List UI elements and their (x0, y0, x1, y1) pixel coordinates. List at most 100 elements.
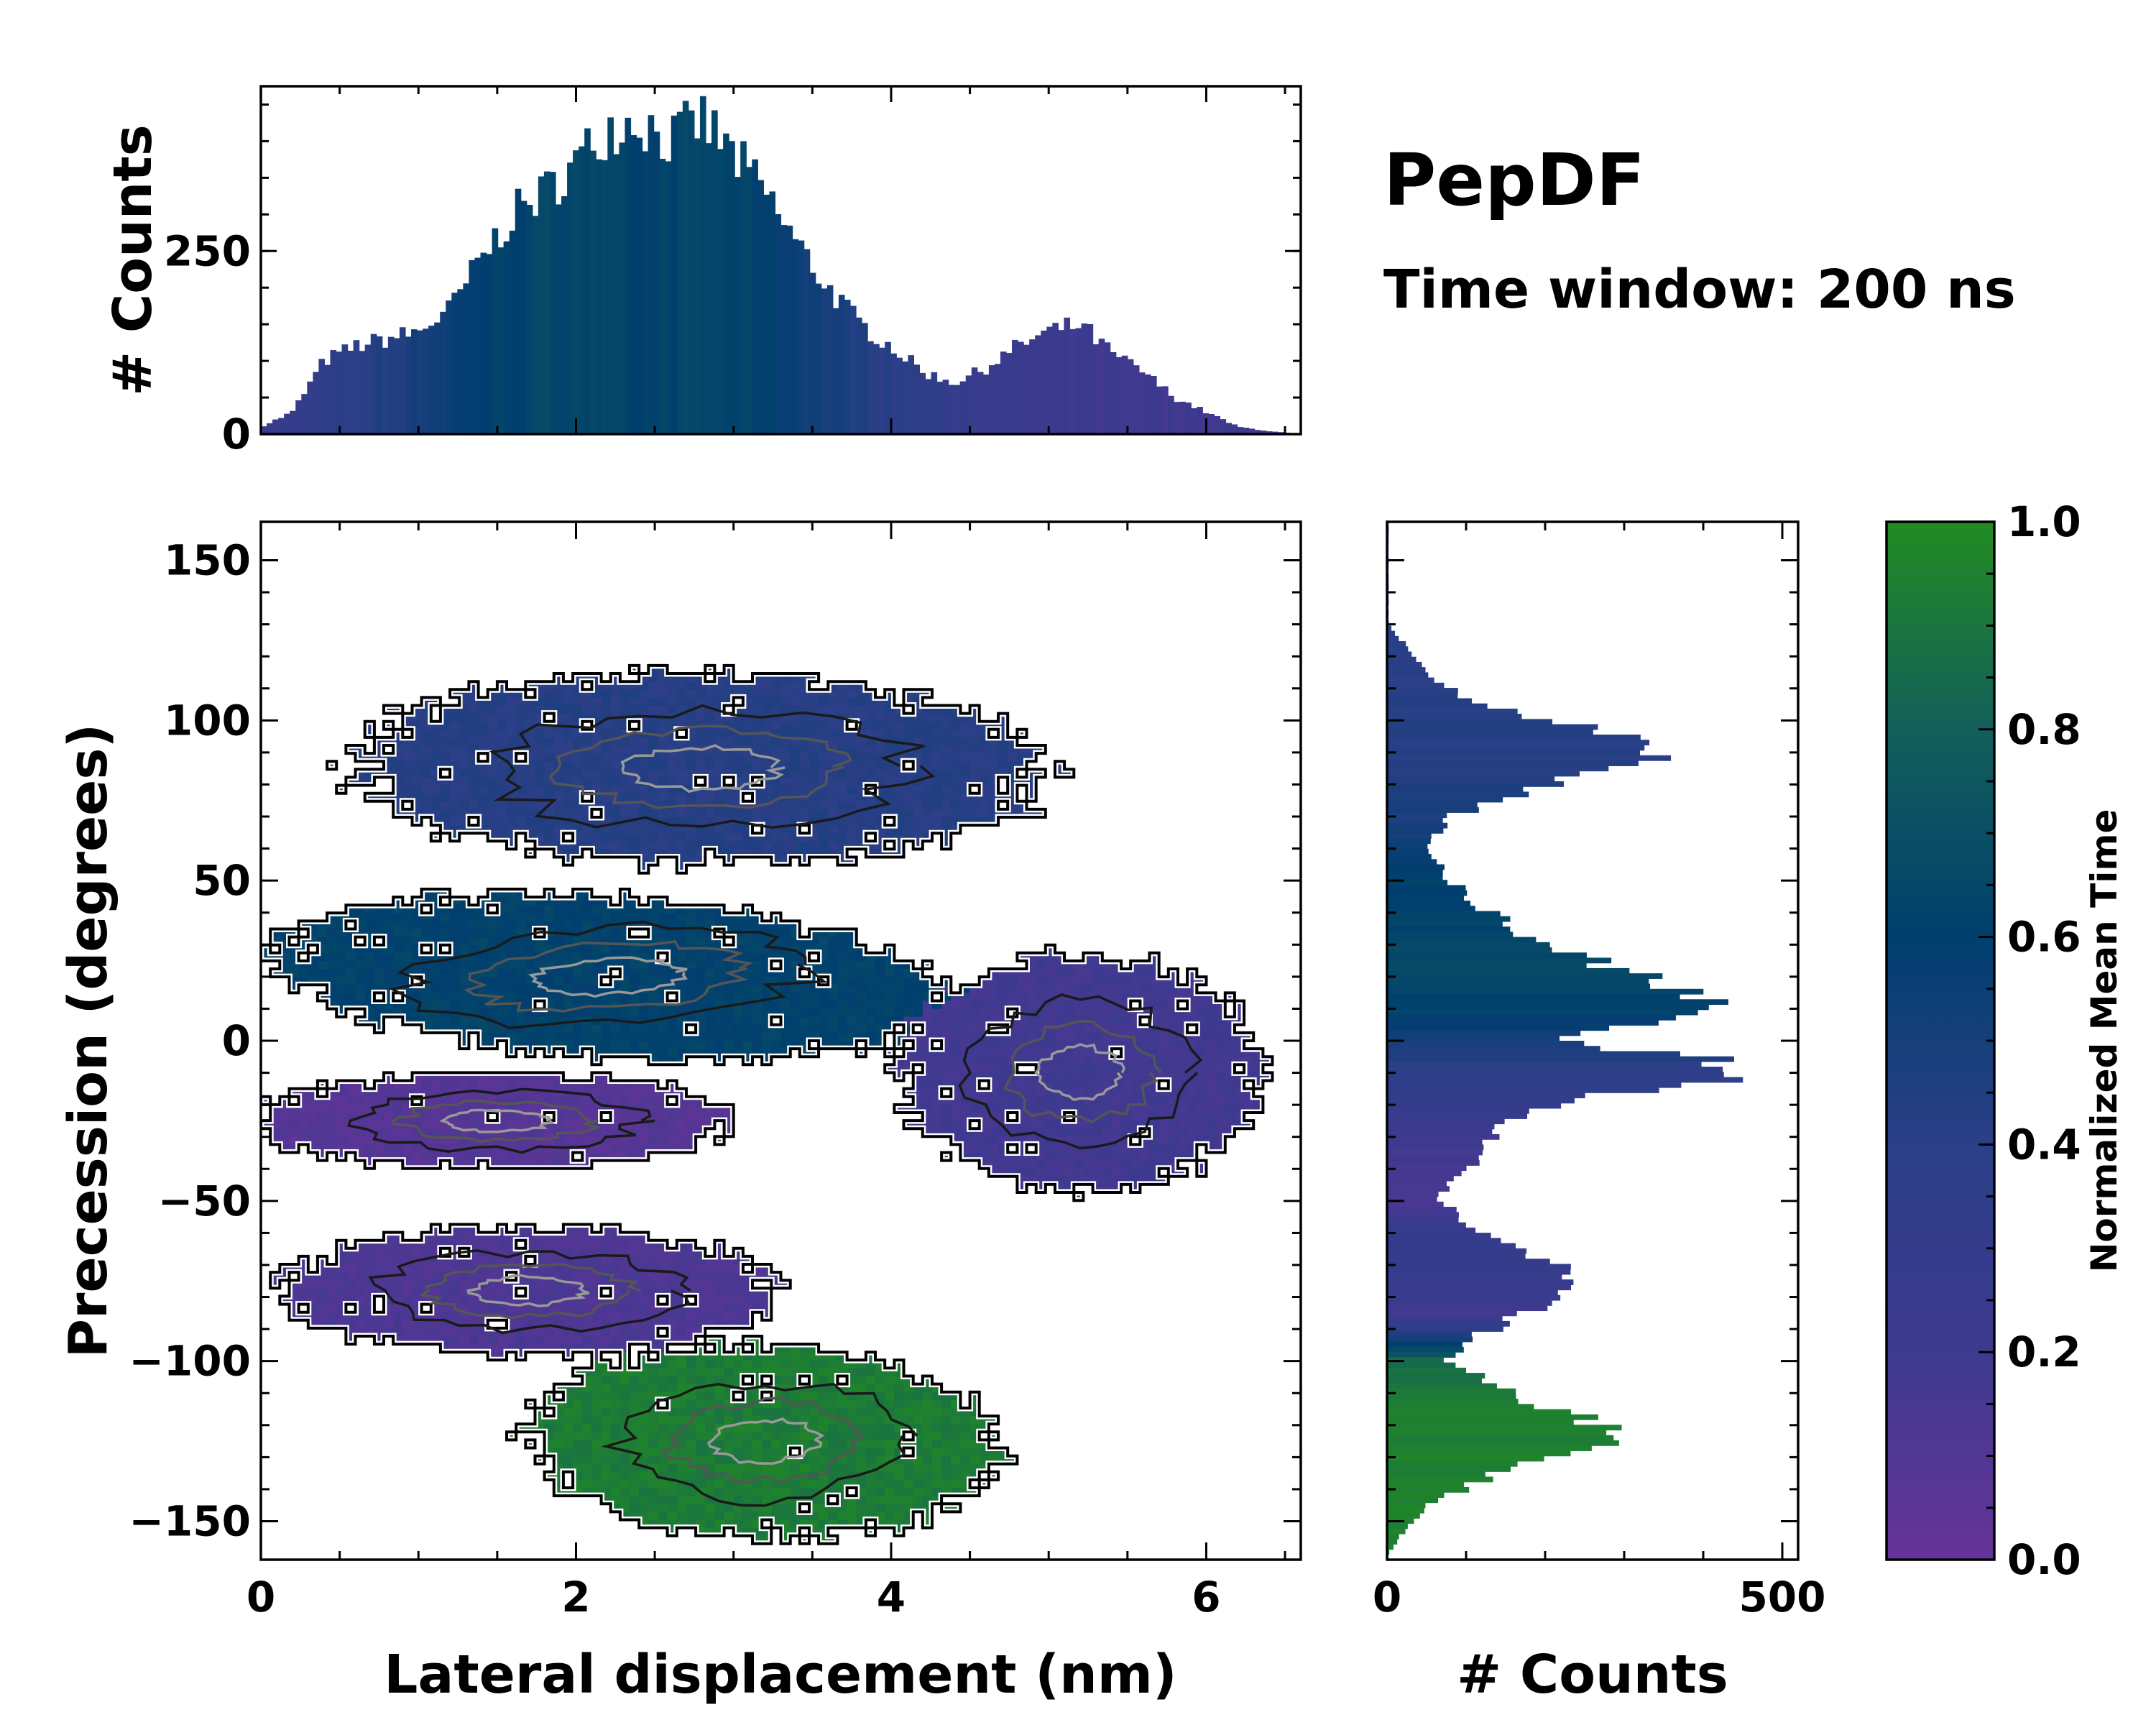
heatmap-cell (819, 993, 829, 1002)
heatmap-cell (771, 944, 782, 954)
heatmap-cell (658, 737, 668, 746)
heatmap-cell (960, 793, 971, 802)
heatmap-cell (752, 913, 763, 922)
heatmap-cell (573, 1104, 583, 1113)
heatmap-cell (459, 697, 470, 707)
heatmap-cell (1197, 1024, 1207, 1034)
heatmap-cell (922, 993, 933, 1002)
heatmap-cell (1083, 1136, 1094, 1146)
heatmap-cell (951, 721, 962, 730)
heatmap-cell (610, 1144, 621, 1154)
heatmap-cell (289, 960, 300, 970)
heatmap-cell (903, 833, 914, 842)
heatmap-cell (913, 985, 923, 994)
heatmap-cell (790, 1032, 801, 1041)
heatmap-cell (771, 857, 782, 866)
top-hist-bar (272, 419, 279, 434)
heatmap-cell (601, 985, 612, 994)
heatmap-cell (686, 825, 696, 834)
heatmap-cell (516, 1088, 527, 1098)
heatmap-cell (308, 977, 318, 985)
heatmap-cell (1158, 1160, 1169, 1169)
heatmap-cell (705, 816, 716, 826)
heatmap-cell (364, 1160, 375, 1169)
heatmap-cell (1036, 1088, 1046, 1098)
heatmap-cell (563, 1288, 573, 1297)
heatmap-cell (676, 681, 687, 690)
heatmap-cell (374, 793, 384, 802)
heatmap-cell (922, 1049, 933, 1057)
heatmap-cell (1008, 1128, 1018, 1137)
heatmap-cell (658, 944, 668, 954)
heatmap-cell (865, 1032, 876, 1041)
heatmap-cell (507, 888, 517, 898)
heatmap-cell (336, 960, 347, 970)
heatmap-cell (724, 1016, 734, 1026)
heatmap-cell (658, 1248, 668, 1257)
heatmap-cell (941, 1407, 952, 1417)
heatmap-cell (742, 985, 753, 994)
heatmap-cell (658, 816, 668, 826)
heatmap-cell (421, 729, 432, 738)
heatmap-cell (582, 737, 593, 746)
heatmap-cell (1168, 977, 1179, 985)
heatmap-cell (582, 1160, 593, 1169)
heatmap-cell (705, 745, 716, 754)
heatmap-cell (402, 1240, 413, 1249)
heatmap-cell (619, 1096, 630, 1105)
heatmap-cell (998, 1144, 1008, 1154)
heatmap-cell (364, 1304, 375, 1313)
heatmap-cell (610, 833, 621, 842)
top-hist-bar (809, 272, 816, 434)
heatmap-cell (507, 1104, 517, 1113)
heatmap-cell (610, 809, 621, 818)
heatmap-cell (1102, 1128, 1112, 1137)
heatmap-cell (828, 841, 839, 850)
heatmap-cell (487, 753, 498, 762)
heatmap-cell (808, 825, 819, 834)
heatmap-cell (478, 1121, 489, 1129)
heatmap-cell (563, 1041, 573, 1049)
heatmap-cell (1064, 1008, 1074, 1018)
heatmap-cell (705, 777, 716, 786)
heatmap-cell (393, 1152, 404, 1162)
heatmap-cell (610, 937, 621, 946)
heatmap-cell (402, 1144, 413, 1154)
heatmap-cell (563, 697, 573, 707)
heatmap-cell (1074, 1000, 1084, 1010)
heatmap-cell (402, 985, 413, 994)
heatmap-cell (374, 769, 384, 778)
heatmap-cell (960, 1016, 971, 1026)
heatmap-cell (1111, 1072, 1122, 1082)
heatmap-cell (573, 1344, 583, 1353)
heatmap-cell (733, 681, 744, 690)
heatmap-cell (525, 1016, 536, 1026)
heatmap-cell (308, 952, 318, 962)
heatmap-cell (412, 1296, 423, 1305)
heatmap-cell (591, 689, 602, 699)
heatmap-cell (903, 689, 914, 699)
heatmap-cell (573, 1384, 583, 1393)
heatmap-cell (828, 1024, 839, 1034)
heatmap-cell (497, 1024, 507, 1034)
heatmap-cell (1008, 753, 1018, 762)
heatmap-cell (364, 1016, 375, 1026)
heatmap-cell (1121, 1176, 1131, 1185)
heatmap-cell (724, 1399, 734, 1409)
heatmap-cell (724, 1256, 734, 1265)
heatmap-cell (364, 1008, 375, 1018)
heatmap-cell (364, 937, 375, 946)
heatmap-cell (582, 1096, 593, 1105)
heatmap-cell (516, 721, 527, 730)
heatmap-cell (913, 713, 923, 722)
heatmap-cell (591, 1416, 602, 1425)
heatmap-cell (931, 777, 942, 786)
heatmap-cell (1140, 1136, 1151, 1146)
heatmap-cell (487, 1121, 498, 1129)
heatmap-cell (742, 697, 753, 707)
top-hist-bar (1156, 386, 1163, 434)
heatmap-cell (676, 952, 687, 962)
heatmap-cell (819, 1041, 829, 1049)
heatmap-cell (742, 769, 753, 778)
heatmap-cell (591, 969, 602, 978)
